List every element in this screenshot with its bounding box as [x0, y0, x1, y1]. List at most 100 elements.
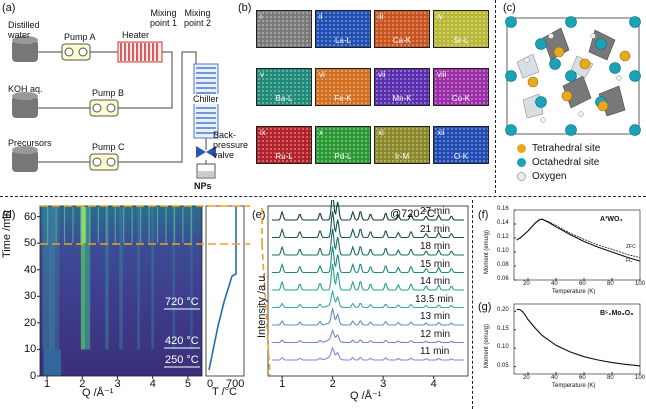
mag-xlabel: Temperature (K): [552, 289, 596, 295]
mag-ytick-label: 0.12: [497, 234, 509, 240]
heatmap-line: [140, 206, 142, 244]
pump-c-icon: [89, 153, 119, 171]
d-temp-annotation: 720 °C: [165, 296, 199, 308]
tank-water: [12, 36, 38, 62]
eds-element-label: Co-K: [451, 94, 471, 103]
mag-xtick-label: 40: [551, 375, 558, 381]
heatmap-line: [190, 206, 192, 244]
e-series-label: 18 min: [420, 241, 451, 252]
eds-map-tile: xi Ir-M: [374, 126, 430, 164]
mag-ylabel: Moment (emu/g): [484, 323, 490, 368]
e-series-label: 11 min: [420, 346, 450, 357]
eds-tile-number: vii: [378, 70, 386, 79]
heatmap-line: [148, 206, 150, 244]
heatmap-line: [63, 206, 66, 244]
divider-bottom-right: [472, 200, 473, 409]
eds-tile-number: xi: [378, 128, 384, 137]
mag-xtick-label: 100: [635, 375, 646, 381]
flow-schematic: [12, 36, 219, 179]
mag-ytick-label: 0.20: [497, 307, 509, 314]
eds-tile-number: x: [319, 128, 323, 137]
eds-map-tile: ii La-L: [315, 10, 371, 48]
pattern-series-line: [272, 306, 464, 326]
eds-element-label: Ru-L: [275, 152, 293, 161]
octahedral-atom: [505, 70, 517, 82]
e-xtick-label: 2: [329, 378, 336, 390]
heatmap-streak: [105, 206, 109, 350]
eds-tile-number: xii: [437, 128, 445, 137]
panel-label-f: (f): [478, 209, 489, 221]
heatmap-streak: [119, 206, 123, 350]
heatmap-streak: [48, 206, 60, 350]
e-series-label: 13.5 min: [415, 293, 454, 305]
eds-grid: i ii La-L iii Ca-K iv Sr-L v Ba-L vi Fe-K vii Mn-K vi…: [256, 10, 492, 182]
e-title: @720 °C: [390, 208, 435, 220]
crystal-structure: [505, 16, 641, 136]
oxygen-atom: [548, 33, 554, 39]
structure-legend: Tetrahedral site Octahedral site Oxygen: [517, 142, 600, 184]
pattern-series-line: [272, 263, 464, 291]
d-ytick-label: 40: [24, 263, 37, 276]
pattern-series-line: [272, 346, 464, 361]
eds-element-label: Sr-L: [453, 36, 469, 45]
heatmap-line: [114, 206, 116, 244]
eds-tile-number: i: [260, 12, 262, 21]
d-temp-annotation: 420 °C: [165, 335, 199, 347]
octahedral-atom: [565, 124, 577, 136]
legend-tetrahedral: Tetrahedral site: [517, 142, 600, 156]
heatmap-chart: [37, 205, 250, 379]
mag-ytick-label: 0.15: [497, 325, 509, 332]
octahedral-atom: [549, 58, 561, 70]
tetrahedral-atom: [561, 90, 573, 102]
eds-element-label: O-K: [453, 152, 469, 161]
heatmap-line: [131, 206, 133, 244]
heatmap-line: [173, 206, 176, 244]
mag-xtick-label: 80: [607, 281, 614, 287]
legend-oxygen: Oxygen: [517, 170, 600, 184]
octahedral-atom: [505, 124, 517, 136]
eds-tile-number: iv: [437, 12, 443, 21]
d-temp-xlabel: T /°C: [212, 386, 237, 398]
mag-xtick-label: 20: [523, 281, 530, 287]
eds-tile-number: vi: [319, 70, 325, 79]
heatmap-streak: [190, 206, 193, 350]
label-mixing-1: Mixing point 1: [150, 8, 178, 28]
heatmap-streak: [80, 206, 86, 350]
label-koh: KOH aq.: [8, 84, 43, 94]
heatmap-line: [47, 206, 49, 244]
eds-element-label: Ca-K: [392, 36, 412, 45]
octahedral-atom: [535, 96, 547, 108]
heatmap-line: [156, 206, 159, 244]
d-xtick-label: 5: [184, 378, 192, 390]
oxygen-atom: [540, 117, 546, 123]
heatmap-streak: [151, 206, 155, 350]
eds-tile-number: v: [260, 70, 264, 79]
eds-map-tile: vi Fe-K: [315, 68, 371, 106]
mag-ytick-label: 0.06: [497, 276, 509, 282]
eds-map-tile: iii Ca-K: [374, 10, 430, 48]
d-xlabel: Q /Å⁻¹: [82, 387, 114, 399]
magnetic-charts: [513, 209, 641, 375]
label-nps: NPs: [194, 181, 212, 191]
panel-label-a: (a): [2, 2, 16, 14]
mag-ytick-label: 0.16: [497, 206, 509, 212]
octahedral-atom: [595, 38, 607, 50]
oxygen-atom: [524, 57, 530, 63]
panel-label-g: (g): [478, 301, 492, 313]
heatmap-streak: [137, 206, 141, 350]
heater-coil-icon: [117, 41, 163, 63]
mag-xtick-label: 20: [523, 375, 530, 381]
label-heater: Heater: [122, 30, 150, 40]
octahedral-atom: [565, 70, 577, 82]
heatmap-streak: [84, 206, 91, 350]
heatmap-line: [106, 206, 108, 244]
d-temp-tick: 700: [226, 378, 245, 390]
eds-tile-number: viii: [437, 70, 447, 79]
octahedral-atom: [629, 124, 641, 136]
octahedral-atom: [565, 16, 577, 28]
e-series-label: 21 min: [420, 223, 451, 235]
beaker-icon: [196, 163, 216, 179]
divider-horizontal: [0, 196, 646, 197]
mag-ytick-label: 0.10: [497, 344, 509, 351]
oxygen-dot-icon: [517, 171, 526, 181]
